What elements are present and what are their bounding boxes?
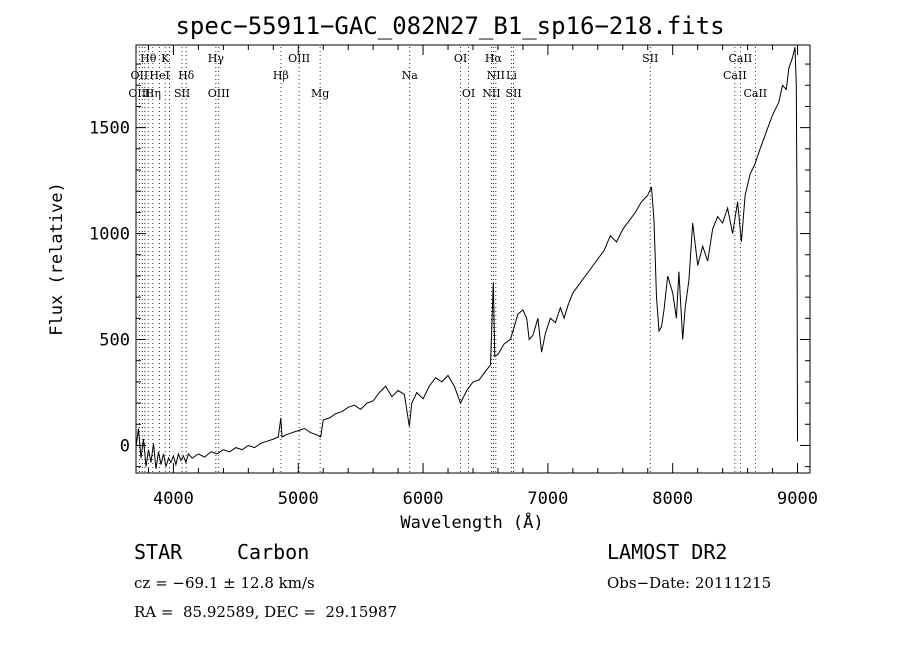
line-id-label: Hθ <box>140 52 157 65</box>
line-id-label: Hβ <box>273 69 289 82</box>
line-id-label: OI <box>454 52 467 65</box>
spectrum-line <box>135 46 798 469</box>
coordinates: RA = 85.92589, DEC = 29.15987 <box>134 603 398 621</box>
line-id-label: Hγ <box>208 52 225 65</box>
line-id-label: OII <box>131 69 149 82</box>
line-id-label: SII <box>174 87 190 100</box>
chart-title: spec−55911−GAC_082N27_B1_sp16−218.fits <box>175 12 725 40</box>
line-id-label: SII <box>505 87 521 100</box>
y-tick-label: 1000 <box>89 225 130 245</box>
line-id-label: CaII <box>723 69 747 82</box>
y-tick-label: 500 <box>99 331 130 351</box>
object-class: STAR <box>134 540 183 564</box>
line-id-label: Mg <box>311 87 329 100</box>
y-axis-ticks: 0 500 1000 1500 <box>89 63 810 468</box>
survey-label: LAMOST DR2 <box>607 540 728 564</box>
line-id-label: OIII <box>128 87 150 100</box>
y-tick-label: 0 <box>120 436 130 456</box>
x-tick-label: 8000 <box>652 489 693 509</box>
line-id-label: Na <box>402 69 419 82</box>
line-id-label: OIII <box>208 87 230 100</box>
x-axis-label: Wavelength (Å) <box>400 511 543 533</box>
line-id-label: Li <box>506 69 517 82</box>
line-id-label: OI <box>462 87 475 100</box>
line-id-label: K <box>161 52 170 65</box>
x-axis-ticks: 4000 5000 6000 7000 8000 9000 <box>147 45 818 509</box>
x-tick-label: 6000 <box>403 489 444 509</box>
line-id-label: HeI <box>149 69 169 82</box>
line-id-label: Hα <box>485 52 503 65</box>
x-tick-label: 9000 <box>777 489 818 509</box>
x-tick-label: 5000 <box>278 489 319 509</box>
observation-date: Obs−Date: 20111215 <box>607 574 772 592</box>
object-subclass: Carbon <box>237 540 310 564</box>
line-id-label: SII <box>642 52 658 65</box>
y-tick-label: 1500 <box>89 119 130 139</box>
line-id-label: CaII <box>743 87 767 100</box>
x-tick-label: 7000 <box>527 489 568 509</box>
line-id-label: CaII <box>729 52 753 65</box>
line-id-label: NII <box>487 69 505 82</box>
line-id-label: NII <box>482 87 500 100</box>
line-id-label: OIII <box>288 52 310 65</box>
x-tick-label: 4000 <box>153 489 194 509</box>
y-axis-label: Flux (relative) <box>47 182 67 336</box>
plot-frame <box>135 44 811 474</box>
line-id-label: Hη <box>145 87 161 100</box>
line-id-label: Hδ <box>178 69 195 82</box>
redshift-cz: cz = −69.1 ± 12.8 km/s <box>134 574 315 592</box>
line-marker-group <box>138 47 756 473</box>
